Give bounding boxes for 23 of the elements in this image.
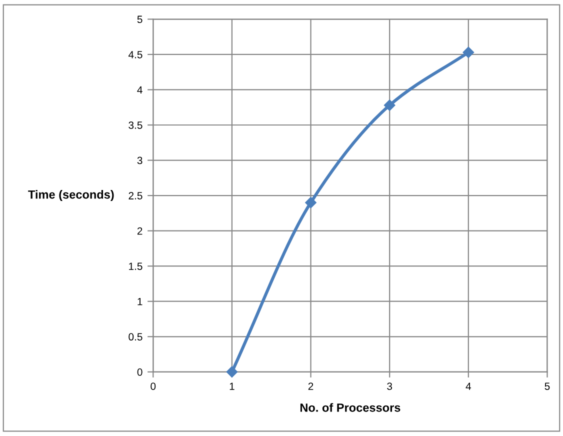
- x-tick-label: 0: [150, 382, 156, 390]
- point: [305, 196, 316, 208]
- y-tick-label: 4.5: [128, 51, 142, 58]
- x-tick-label: 4: [466, 382, 472, 390]
- y-tick-label: 1.5: [129, 262, 142, 270]
- y-tick-label: 4: [137, 86, 142, 94]
- x-axis-title: No. of Processors: [300, 403, 400, 412]
- x-tick-label: 3: [387, 382, 392, 390]
- y-tick-label: 3.5: [128, 122, 142, 129]
- y-tick-label: 2.5: [128, 192, 142, 200]
- y-tick-label: 0: [137, 368, 142, 376]
- y-axis-title: Time (seconds): [28, 190, 114, 202]
- y-tick-label: 0.5: [128, 333, 142, 341]
- y-tick-label: 3: [137, 156, 142, 164]
- x-tick-label: 5: [544, 382, 550, 390]
- x-tick-label: 2: [308, 382, 314, 390]
- point: [462, 46, 474, 58]
- point: [384, 100, 396, 111]
- point: [226, 366, 238, 378]
- y-tick-label: 2: [137, 227, 142, 235]
- x-tick-label: 1: [230, 382, 234, 390]
- y-tick-label: 1: [138, 298, 142, 306]
- y-tick-label: 5: [137, 16, 142, 24]
